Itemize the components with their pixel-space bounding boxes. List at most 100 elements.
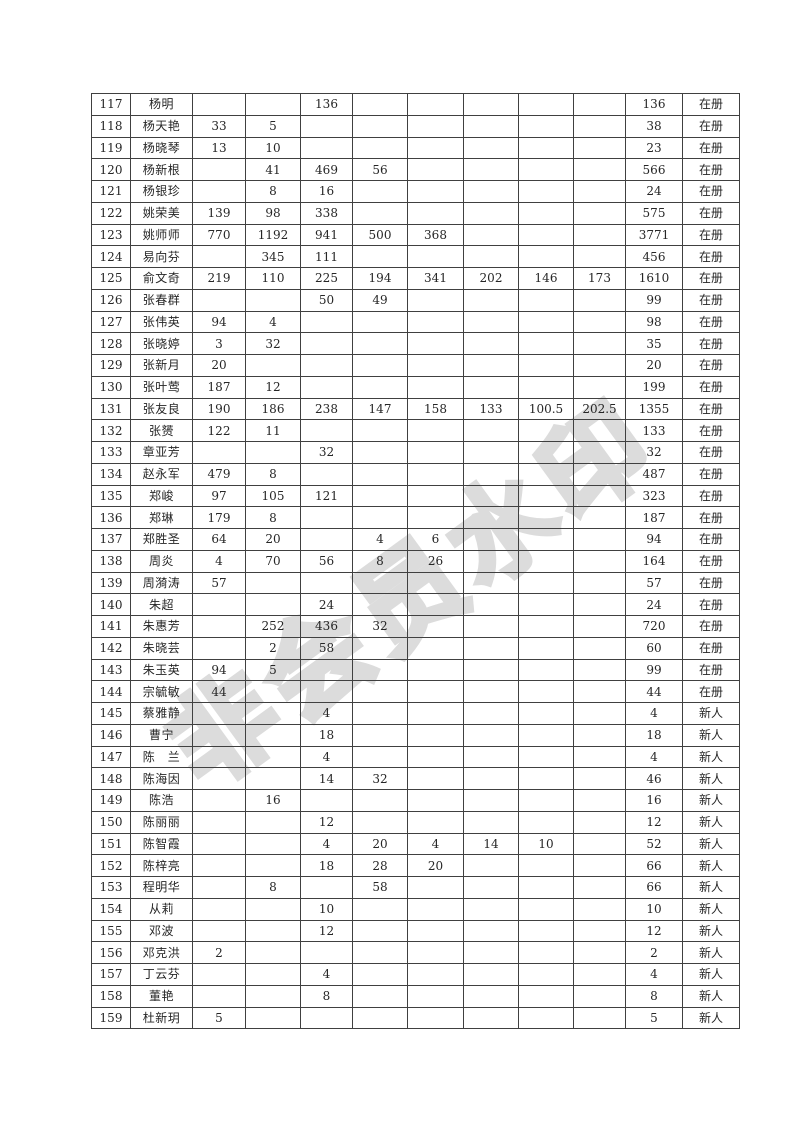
member-name-cell: 陈浩: [130, 789, 193, 812]
member-name-cell: 杨新根: [130, 158, 193, 181]
value-cell: [352, 919, 408, 943]
value-cell: [463, 223, 519, 247]
member-name-cell: 赵永军: [130, 462, 193, 486]
value-cell: [573, 158, 626, 181]
status-cell: 在册: [682, 593, 740, 616]
value-cell: [518, 136, 574, 160]
value-cell: [352, 484, 408, 508]
total-cell: 44: [625, 680, 683, 703]
value-cell: [352, 723, 408, 747]
value-cell: [518, 332, 574, 355]
value-cell: [300, 462, 353, 486]
table-row: 148 陈海因 14 32 46 新人: [91, 767, 740, 790]
member-name-cell: 程明华: [130, 876, 193, 899]
value-cell: 98: [245, 201, 301, 225]
value-cell: [518, 789, 574, 812]
value-cell: 770: [192, 223, 246, 247]
value-cell: [573, 375, 626, 399]
table-row: 129 张新月 20 20 在册: [91, 354, 740, 377]
table-row: 132 张赟 122 11 133 在册: [91, 419, 740, 442]
row-index-cell: 150: [91, 810, 131, 834]
value-cell: [192, 854, 246, 877]
total-cell: 456: [625, 245, 683, 268]
value-cell: [573, 984, 626, 1008]
value-cell: [407, 180, 464, 203]
row-index-cell: 158: [91, 984, 131, 1008]
value-cell: [573, 658, 626, 682]
value-cell: [518, 1006, 574, 1030]
status-cell: 在册: [682, 375, 740, 399]
value-cell: 16: [300, 180, 353, 203]
value-cell: [192, 767, 246, 790]
value-cell: [407, 332, 464, 355]
total-cell: 20: [625, 354, 683, 377]
value-cell: [352, 462, 408, 486]
table-row: 156 邓克洪 2 2 新人: [91, 941, 740, 964]
value-cell: [407, 114, 464, 138]
value-cell: 97: [192, 484, 246, 508]
value-cell: [518, 745, 574, 769]
value-cell: [300, 680, 353, 703]
value-cell: [352, 810, 408, 834]
value-cell: [463, 332, 519, 355]
value-cell: [352, 245, 408, 268]
value-cell: [518, 723, 574, 747]
status-cell: 新人: [682, 1006, 740, 1030]
table-row: 141 朱惠芳 252 436 32 720 在册: [91, 615, 740, 638]
value-cell: [463, 941, 519, 964]
value-cell: 4: [352, 528, 408, 551]
member-name-cell: 朱超: [130, 593, 193, 616]
value-cell: [352, 745, 408, 769]
value-cell: 436: [300, 615, 353, 638]
value-cell: [573, 897, 626, 921]
value-cell: [518, 462, 574, 486]
value-cell: [573, 810, 626, 834]
value-cell: 4: [300, 745, 353, 769]
value-cell: [573, 441, 626, 464]
member-name-cell: 张晓婷: [130, 332, 193, 355]
value-cell: [463, 810, 519, 834]
value-cell: 338: [300, 201, 353, 225]
value-cell: [463, 789, 519, 812]
member-name-cell: 邓波: [130, 919, 193, 943]
row-index-cell: 154: [91, 897, 131, 921]
member-name-cell: 陈海因: [130, 767, 193, 790]
value-cell: [518, 93, 574, 116]
status-cell: 在册: [682, 528, 740, 551]
status-cell: 在册: [682, 680, 740, 703]
member-name-cell: 周漪涛: [130, 571, 193, 595]
value-cell: [518, 658, 574, 682]
value-cell: [352, 984, 408, 1008]
table-row: 135 郑峻 97 105 121 323 在册: [91, 484, 740, 508]
value-cell: [518, 636, 574, 660]
total-cell: 16: [625, 789, 683, 812]
value-cell: [352, 375, 408, 399]
member-name-cell: 章亚芳: [130, 441, 193, 464]
value-cell: [518, 767, 574, 790]
value-cell: [573, 702, 626, 725]
value-cell: 133: [463, 397, 519, 421]
total-cell: 24: [625, 593, 683, 616]
table-row: 153 程明华 8 58 66 新人: [91, 876, 740, 899]
row-index-cell: 119: [91, 136, 131, 160]
table-row: 142 朱晓芸 2 58 60 在册: [91, 636, 740, 660]
value-cell: [573, 941, 626, 964]
value-cell: [245, 832, 301, 856]
value-cell: [573, 963, 626, 986]
status-cell: 新人: [682, 984, 740, 1008]
value-cell: [573, 636, 626, 660]
member-name-cell: 张新月: [130, 354, 193, 377]
table-row: 155 邓波 12 12 新人: [91, 919, 740, 943]
value-cell: [518, 310, 574, 334]
status-cell: 新人: [682, 832, 740, 856]
value-cell: 57: [192, 571, 246, 595]
value-cell: 225: [300, 267, 353, 290]
total-cell: 4: [625, 745, 683, 769]
member-name-cell: 俞文奇: [130, 267, 193, 290]
table-row: 120 杨新根 41 469 56 566 在册: [91, 158, 740, 181]
status-cell: 新人: [682, 767, 740, 790]
value-cell: 10: [518, 832, 574, 856]
total-cell: 4: [625, 702, 683, 725]
value-cell: 1192: [245, 223, 301, 247]
row-index-cell: 137: [91, 528, 131, 551]
